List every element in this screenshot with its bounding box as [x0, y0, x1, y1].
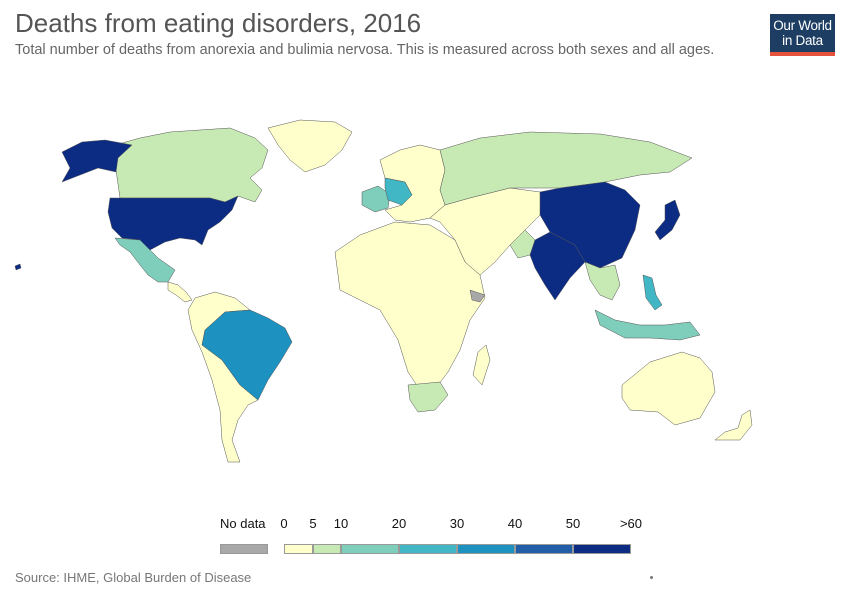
region-france[interactable]	[361, 185, 391, 213]
legend-bin-swatch[interactable]	[573, 544, 631, 554]
legend-no-data-swatch[interactable]	[220, 544, 268, 554]
legend-tick-label: 5	[309, 516, 317, 531]
legend-tick-label: >60	[619, 516, 643, 531]
legend-tick-label: 50	[565, 516, 581, 531]
region-australia[interactable]	[621, 351, 716, 426]
region-russia[interactable]	[439, 131, 693, 206]
legend-bin-swatch[interactable]	[313, 544, 341, 554]
region-new-zealand[interactable]	[714, 409, 753, 441]
legend-tick-label: 40	[507, 516, 523, 531]
logo-accent-bar	[770, 52, 835, 56]
region-united-states[interactable]	[107, 195, 239, 251]
legend-bin-swatch[interactable]	[457, 544, 515, 554]
map-legend: No data 0 5 10 20 30 40 50 >60	[0, 510, 850, 560]
region-africa[interactable]	[334, 221, 486, 391]
legend-tick-label: 30	[449, 516, 465, 531]
dot-marker	[650, 576, 653, 579]
region-china[interactable]	[539, 181, 641, 269]
region-south-africa[interactable]	[407, 381, 449, 413]
region-alaska[interactable]	[61, 139, 133, 183]
logo-line-2: in Data	[782, 33, 823, 48]
region-greenland[interactable]	[267, 119, 353, 173]
region-philippines[interactable]	[642, 274, 663, 311]
legend-tick-label: 10	[333, 516, 349, 531]
region-canada[interactable]	[114, 127, 269, 203]
region-india[interactable]	[529, 231, 586, 301]
region-brazil[interactable]	[201, 309, 293, 401]
region-germany[interactable]	[384, 177, 413, 206]
world-map[interactable]	[0, 95, 850, 515]
legend-bin-swatch[interactable]	[515, 544, 573, 554]
legend-tick-label: 20	[391, 516, 407, 531]
legend-bin-swatch[interactable]	[399, 544, 457, 554]
legend-bin-swatch[interactable]	[341, 544, 399, 554]
region-hawaii[interactable]	[14, 263, 22, 271]
legend-bin-swatch[interactable]	[284, 544, 313, 554]
chart-subtitle: Total number of deaths from anorexia and…	[15, 42, 715, 58]
region-madagascar[interactable]	[472, 344, 491, 386]
region-central-america[interactable]	[167, 281, 193, 303]
legend-no-data-label: No data	[220, 516, 266, 531]
legend-tick-label: 0	[280, 516, 288, 531]
source-note[interactable]: Source: IHME, Global Burden of Disease	[15, 570, 252, 585]
logo-line-1: Our World	[773, 18, 832, 33]
chart-title: Deaths from eating disorders, 2016	[15, 8, 422, 38]
region-japan[interactable]	[654, 199, 681, 241]
region-somalia[interactable]	[469, 289, 486, 303]
owid-logo[interactable]: Our World in Data	[770, 14, 835, 56]
region-indonesia[interactable]	[594, 309, 701, 341]
region-southeast-asia[interactable]	[584, 261, 621, 301]
